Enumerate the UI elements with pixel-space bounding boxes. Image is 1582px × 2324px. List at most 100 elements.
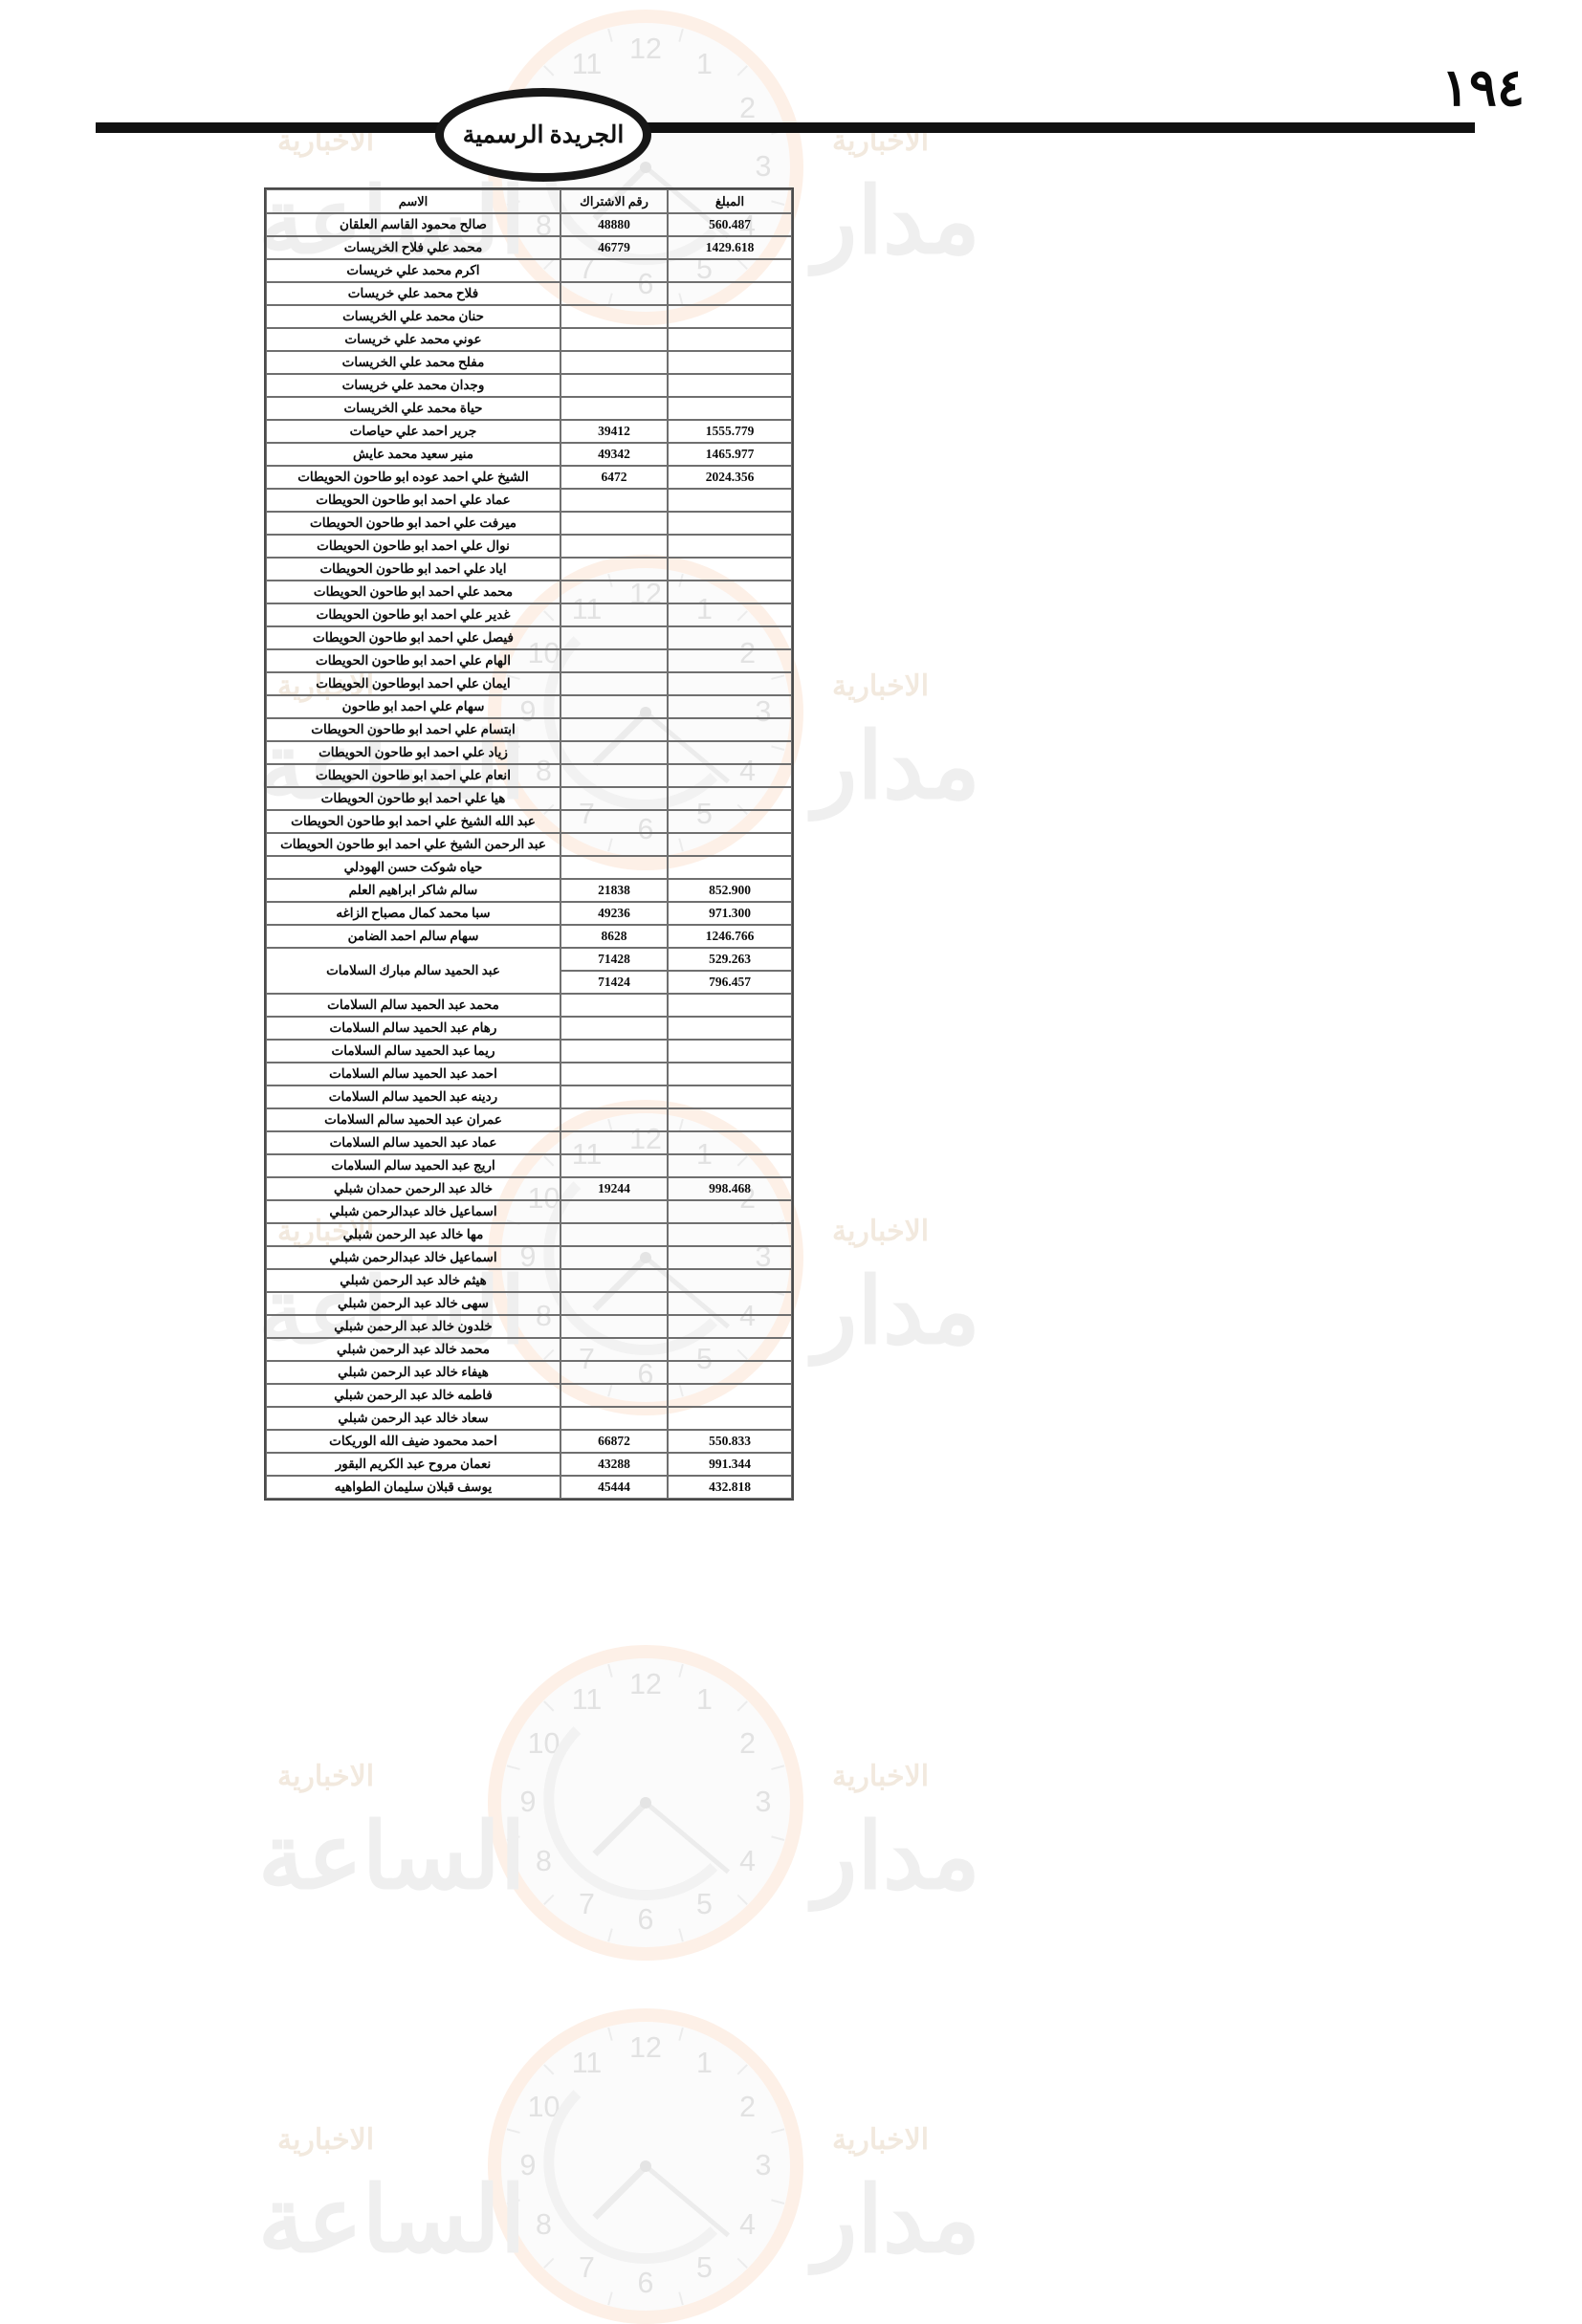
table-row: هيثم خالد عبد الرحمن شبلي bbox=[266, 1269, 792, 1292]
column-header-subscription: رقم الاشتراك bbox=[560, 189, 668, 213]
cell-amount: 1246.766 bbox=[668, 925, 792, 948]
table-row: اياد علي احمد ابو طاحون الحويطات bbox=[266, 558, 792, 581]
clock-tick bbox=[607, 1663, 647, 1804]
cell-amount bbox=[668, 581, 792, 603]
cell-subscription bbox=[560, 374, 668, 397]
brand-watermark-text: الاخبارية bbox=[277, 2124, 375, 2156]
cell-subscription bbox=[560, 1407, 668, 1430]
cell-subscription bbox=[560, 810, 668, 833]
clock-number: 2 bbox=[739, 1727, 756, 1760]
clock-tick bbox=[645, 1802, 748, 1905]
clock-tick bbox=[506, 1765, 647, 1804]
brand-watermark-text: الاخبارية bbox=[832, 670, 930, 702]
cell-amount: 852.900 bbox=[668, 879, 792, 902]
cell-amount bbox=[668, 787, 792, 810]
clock-number: 12 bbox=[629, 2032, 662, 2064]
table-row: مها خالد عبد الرحمن شبلي bbox=[266, 1223, 792, 1246]
table-row: الهام علي احمد ابو طاحون الحويطات bbox=[266, 649, 792, 672]
clock-number: 11 bbox=[571, 1684, 603, 1717]
cell-amount bbox=[668, 1361, 792, 1384]
clock-swoosh-icon bbox=[543, 2060, 748, 2265]
cell-name: ايمان علي احمد ابوطاحون الحويطات bbox=[266, 672, 560, 695]
cell-name: حياة محمد علي الخريسات bbox=[266, 397, 560, 420]
clock-minute-hand bbox=[644, 1801, 730, 1875]
cell-amount bbox=[668, 603, 792, 626]
clock-tick bbox=[506, 1802, 647, 1841]
cell-name: الهام علي احمد ابو طاحون الحويطات bbox=[266, 649, 560, 672]
cell-amount bbox=[668, 856, 792, 879]
cell-amount bbox=[668, 512, 792, 535]
cell-subscription bbox=[560, 1063, 668, 1085]
cell-name: فلاح محمد علي خريسات bbox=[266, 282, 560, 305]
cell-name: محمد عبد الحميد سالم السلامات bbox=[266, 994, 560, 1017]
clock-tick bbox=[645, 2165, 748, 2269]
table-row: عبد الله الشيخ علي احمد ابو طاحون الحويط… bbox=[266, 810, 792, 833]
clock-number: 2 bbox=[739, 92, 756, 124]
table-row: 852.900 21838 سالم شاكر ابراهيم العلم bbox=[266, 879, 792, 902]
table-row: ردينه عبد الحميد سالم السلامات bbox=[266, 1085, 792, 1108]
clock-tick bbox=[645, 2027, 684, 2167]
cell-subscription bbox=[560, 718, 668, 741]
table-row: اريج عبد الحميد سالم السلامات bbox=[266, 1154, 792, 1177]
cell-amount bbox=[668, 397, 792, 420]
table-row: عوني محمد علي خريسات bbox=[266, 328, 792, 351]
cell-amount bbox=[668, 1131, 792, 1154]
cell-name: سعاد خالد عبد الرحمن شبلي bbox=[266, 1407, 560, 1430]
clock-number: 8 bbox=[536, 1845, 552, 1877]
table-row: محمد خالد عبد الرحمن شبلي bbox=[266, 1338, 792, 1361]
table-row: نوال علي احمد ابو طاحون الحويطات bbox=[266, 535, 792, 558]
cell-amount bbox=[668, 649, 792, 672]
cell-amount bbox=[668, 259, 792, 282]
cell-amount: 1429.618 bbox=[668, 236, 792, 259]
brand-watermark-text: الاخبارية bbox=[277, 1761, 375, 1792]
table-row: 1465.977 49342 منير سعيد محمد عايش bbox=[266, 443, 792, 466]
table-row: عماد علي احمد ابو طاحون الحويطات bbox=[266, 489, 792, 512]
table-row: 1429.618 46779 محمد علي فلاح الخريسات bbox=[266, 236, 792, 259]
table-row: رهام عبد الحميد سالم السلامات bbox=[266, 1017, 792, 1040]
brand-watermark-text: مدار bbox=[813, 1806, 980, 1908]
cell-subscription bbox=[560, 603, 668, 626]
cell-subscription bbox=[560, 328, 668, 351]
clock-tick bbox=[646, 2128, 785, 2167]
cell-name: وجدان محمد علي خريسات bbox=[266, 374, 560, 397]
cell-subscription bbox=[560, 1361, 668, 1384]
cell-name: فاطمه خالد عبد الرحمن شبلي bbox=[266, 1384, 560, 1407]
table-row: 2024.356 6472 الشيخ علي احمد عوده ابو طاحو… bbox=[266, 466, 792, 489]
cell-subscription: 66872 bbox=[560, 1430, 668, 1453]
clock-number: 6 bbox=[637, 1904, 654, 1936]
brand-watermark-text: الساعة bbox=[258, 2169, 526, 2271]
cell-subscription bbox=[560, 649, 668, 672]
table-row: 550.833 66872 احمد محمود ضيف الله الوريكات bbox=[266, 1430, 792, 1453]
clock-number: 12 bbox=[629, 33, 662, 65]
clock-number: 7 bbox=[579, 2251, 595, 2284]
cell-name: عماد علي احمد ابو طاحون الحويطات bbox=[266, 489, 560, 512]
table-row: عماد عبد الحميد سالم السلامات bbox=[266, 1131, 792, 1154]
cell-name: ريما عبد الحميد سالم السلامات bbox=[266, 1040, 560, 1063]
cell-amount bbox=[668, 351, 792, 374]
cell-amount bbox=[668, 764, 792, 787]
clock-number: 8 bbox=[536, 2208, 552, 2241]
cell-subscription bbox=[560, 1315, 668, 1338]
cell-name: محمد علي فلاح الخريسات bbox=[266, 236, 560, 259]
cell-name: سالم شاكر ابراهيم العلم bbox=[266, 879, 560, 902]
cell-subscription: 19244 bbox=[560, 1177, 668, 1200]
table-body: 560.487 48880 صالح محمود القاسم العلقان 142… bbox=[266, 213, 792, 1499]
clock-number: 4 bbox=[739, 1845, 756, 1877]
clock-number: 5 bbox=[696, 1888, 713, 1920]
cell-name: هيفاء خالد عبد الرحمن شبلي bbox=[266, 1361, 560, 1384]
cell-subscription: 21838 bbox=[560, 879, 668, 902]
clock-number: 11 bbox=[571, 2048, 603, 2080]
masthead-badge: الجريدة الرسمية bbox=[435, 88, 651, 182]
cell-name: هيا علي احمد ابو طاحون الحويطات bbox=[266, 787, 560, 810]
cell-subscription bbox=[560, 305, 668, 328]
cell-name: محمد خالد عبد الرحمن شبلي bbox=[266, 1338, 560, 1361]
clock-tick bbox=[645, 1700, 748, 1804]
table-row: وجدان محمد علي خريسات bbox=[266, 374, 792, 397]
cell-amount bbox=[668, 718, 792, 741]
brand-watermark-text: مدار bbox=[813, 1261, 980, 1363]
clock-tick bbox=[645, 1803, 684, 1942]
cell-subscription bbox=[560, 1246, 668, 1269]
cell-amount bbox=[668, 833, 792, 856]
cell-amount bbox=[668, 810, 792, 833]
cell-subscription bbox=[560, 1154, 668, 1177]
